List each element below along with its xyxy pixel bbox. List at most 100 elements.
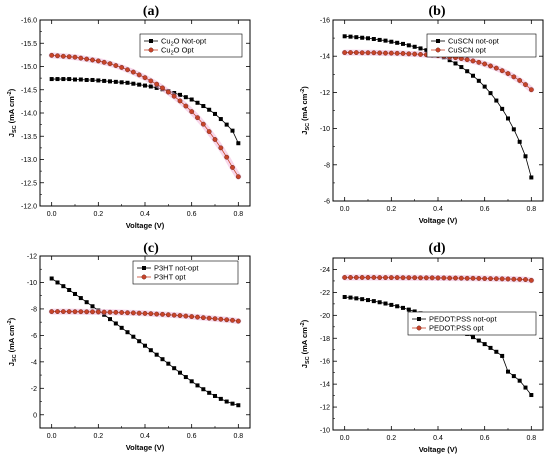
y-tick-label: -22 (320, 290, 330, 297)
data-point (61, 77, 66, 82)
data-point (119, 80, 124, 85)
x-axis-label: Voltage (V) (419, 445, 458, 454)
data-point (72, 309, 78, 315)
data-point (506, 116, 510, 121)
data-point (371, 275, 377, 280)
x-axis-label: Voltage (V) (419, 216, 458, 225)
data-point (371, 50, 377, 56)
data-point (218, 117, 223, 122)
data-point (365, 275, 371, 280)
data-point (177, 313, 183, 318)
y-label-exponent: -2 (7, 320, 13, 325)
legend-label-main: P3HT opt (154, 273, 186, 282)
data-point (371, 299, 376, 304)
x-tick-label: 0.4 (140, 433, 150, 440)
data-point (523, 154, 528, 159)
data-point (400, 51, 406, 56)
legend-item: P3HT opt (137, 273, 186, 282)
series-not-opt (49, 276, 241, 408)
y-label-main: J (7, 133, 16, 137)
x-tick-label: 0.2 (93, 433, 103, 440)
data-point (206, 129, 212, 135)
data-point (84, 77, 89, 82)
y-tick-label: -14 (320, 54, 330, 61)
data-point (511, 276, 517, 282)
legend-label-main: Cu (161, 46, 171, 55)
data-point (224, 399, 229, 404)
y-label-main: J (300, 131, 309, 135)
data-point (131, 81, 136, 86)
data-point (67, 77, 72, 82)
data-point (348, 275, 353, 280)
data-point (412, 309, 417, 314)
data-point (49, 52, 55, 58)
data-point (500, 106, 505, 111)
data-point (465, 69, 470, 74)
data-point (528, 87, 534, 93)
y-tick-label: -12 (320, 405, 330, 412)
y-tick-label: -8 (31, 306, 37, 313)
data-point (418, 275, 423, 281)
data-point (505, 276, 511, 282)
x-axis-label: Voltage (V) (126, 221, 165, 230)
data-point (78, 77, 83, 82)
data-point (383, 50, 388, 56)
y-tick-label: -12 (320, 90, 330, 97)
y-label-subscript: SC (305, 123, 311, 131)
data-point (166, 361, 171, 366)
panel-label: (d) (428, 241, 445, 256)
data-point (107, 309, 113, 315)
data-point (90, 77, 95, 82)
data-point (84, 300, 89, 305)
data-point (130, 310, 136, 316)
legend-label-main: Cu (161, 37, 171, 46)
x-tick-label: 0.2 (386, 206, 396, 213)
series-opt (48, 52, 242, 180)
data-point (400, 275, 406, 281)
data-point (470, 275, 476, 281)
data-point (377, 50, 383, 56)
data-point (517, 378, 522, 383)
data-point (406, 307, 411, 312)
data-point (377, 275, 383, 281)
data-point (224, 122, 229, 127)
y-tick-label: -14 (320, 382, 330, 389)
y-label-exponent: -2 (7, 91, 13, 96)
data-point (371, 37, 376, 42)
x-tick-label: 0.4 (433, 206, 443, 213)
data-point (200, 315, 206, 321)
data-point (488, 91, 493, 96)
data-point (102, 78, 107, 83)
x-tick-label: 0.2 (93, 211, 103, 218)
data-point (500, 353, 505, 358)
y-tick-label: -15.0 (21, 64, 37, 71)
data-point (389, 302, 394, 307)
legend-label-subscript: 2 (171, 41, 174, 47)
data-point (230, 165, 235, 170)
data-point (148, 78, 154, 84)
data-point (464, 57, 470, 63)
data-point (66, 54, 72, 60)
data-point (488, 276, 493, 282)
data-point (517, 139, 522, 144)
y-label-unit: (mA cm (7, 325, 16, 353)
legend-marker (141, 274, 147, 280)
data-point (470, 58, 476, 64)
data-point (154, 352, 159, 357)
data-point (101, 59, 107, 65)
y-tick-label: -4 (31, 359, 37, 366)
legend-label-main: PEDOT:PSS opt (429, 324, 485, 333)
data-point (101, 309, 107, 315)
legend-label: Cu2O Opt (161, 46, 195, 57)
legend-box (139, 33, 243, 58)
legend-label-main: CuSCN opt (448, 46, 487, 55)
data-point (383, 275, 388, 281)
x-tick-label: 0.4 (140, 211, 150, 218)
data-point (406, 275, 412, 281)
data-point (423, 275, 429, 281)
x-tick-label: 0.0 (47, 433, 57, 440)
data-point (183, 103, 189, 109)
legend-box (426, 33, 537, 58)
data-point (459, 65, 464, 70)
x-tick-label: 0.6 (480, 435, 490, 442)
